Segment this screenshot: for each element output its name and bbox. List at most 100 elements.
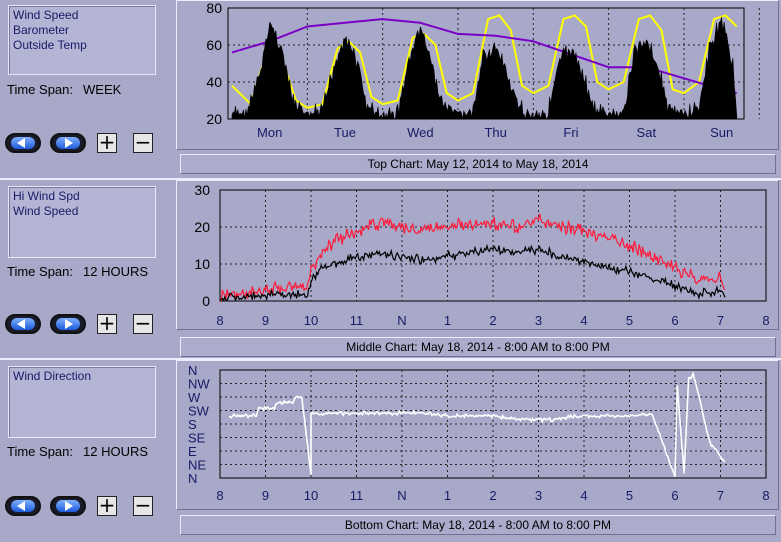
top-chart-frame [176, 0, 779, 150]
y-tick-label: 80 [206, 0, 222, 16]
x-tick-label: 7 [717, 313, 724, 328]
x-tick-label: 7 [717, 488, 724, 503]
top-legend: Wind Speed Barometer Outside Temp [8, 5, 156, 75]
top-next-button[interactable] [50, 133, 86, 153]
y-tick-label: SE [188, 431, 206, 446]
x-tick-label: 9 [262, 313, 269, 328]
bottom-time-span: Time Span: 12 HOURS [7, 444, 148, 459]
top-zoom-in-button[interactable]: + [97, 130, 117, 154]
arrow-right-icon [65, 138, 73, 148]
bottom-chart-frame [176, 360, 779, 510]
y-tick-label: S [188, 417, 197, 432]
x-tick-label: Sat [637, 125, 657, 140]
time-span-value: 12 HOURS [83, 444, 149, 459]
middle-legend: Hi Wind Spd Wind Speed [8, 186, 156, 258]
bottom-legend: Wind Direction [8, 366, 156, 438]
x-tick-label: 10 [304, 313, 318, 328]
series-line-wind-speed [231, 16, 738, 120]
divider [0, 358, 781, 360]
series-line-wind-speed [219, 243, 726, 302]
x-tick-label: 11 [350, 313, 364, 328]
arrow-left-icon [17, 501, 25, 511]
x-tick-label: N [397, 313, 406, 328]
x-tick-label: 1 [444, 313, 451, 328]
bottom-zoom-in-button[interactable]: + [97, 493, 117, 517]
x-tick-label: 9 [262, 488, 269, 503]
x-tick-label: 6 [671, 488, 678, 503]
arrow-right-icon [65, 501, 73, 511]
x-tick-label: Mon [257, 125, 282, 140]
top-panel: Wind Speed Barometer Outside Temp Time S… [0, 0, 781, 178]
x-tick-label: 11 [350, 488, 364, 503]
x-tick-label: N [397, 488, 406, 503]
top-zoom-out-button[interactable]: − [133, 130, 153, 154]
y-tick-label: 20 [206, 111, 222, 127]
middle-time-span: Time Span: 12 HOURS [7, 264, 148, 279]
legend-item-barometer: Barometer [13, 23, 70, 37]
arrow-left-icon [17, 319, 25, 329]
time-span-label: Time Span: [7, 82, 73, 97]
series-line-outside-temp [231, 14, 738, 109]
legend-item-hi-wind-spd: Hi Wind Spd [13, 189, 80, 203]
x-tick-label: 8 [216, 488, 223, 503]
top-chart: 20 40 60 80 Mon Tue Wed Thu Fri Sat Sun [206, 0, 760, 140]
x-tick-label: 2 [489, 488, 496, 503]
x-tick-label: Thu [484, 125, 506, 140]
bottom-prev-button[interactable] [5, 496, 41, 516]
arrow-right-icon [65, 319, 73, 329]
y-tick-label: W [188, 390, 201, 405]
x-tick-label: 6 [671, 313, 678, 328]
middle-prev-button[interactable] [5, 314, 41, 334]
middle-next-button[interactable] [50, 314, 86, 334]
x-tick-label: Fri [563, 125, 578, 140]
bottom-next-button[interactable] [50, 496, 86, 516]
top-time-span: Time Span: WEEK [7, 82, 121, 97]
y-tick-label: 60 [206, 37, 222, 53]
x-tick-label: 3 [535, 488, 542, 503]
time-span-label: Time Span: [7, 444, 73, 459]
series-line-hi-wind-spd [219, 213, 726, 303]
x-tick-label: 8 [762, 313, 769, 328]
time-span-value: 12 HOURS [83, 264, 149, 279]
x-tick-label: Sun [710, 125, 733, 140]
x-tick-label: 5 [626, 313, 633, 328]
middle-panel: Hi Wind Spd Wind Speed Time Span: 12 HOUR… [0, 180, 781, 358]
time-span-label: Time Span: [7, 264, 73, 279]
x-tick-label: 4 [580, 313, 587, 328]
bottom-zoom-out-button[interactable]: − [133, 493, 153, 517]
legend-item-outside-temp: Outside Temp [13, 38, 87, 52]
legend-item-wind-speed: Wind Speed [13, 8, 79, 22]
y-tick-label: NE [188, 458, 206, 473]
x-tick-label: 2 [489, 313, 496, 328]
y-tick-label: 0 [202, 293, 210, 309]
x-tick-label: Wed [407, 125, 434, 140]
x-tick-label: 3 [535, 313, 542, 328]
y-tick-label: 40 [206, 74, 222, 90]
bottom-panel: Wind Direction Time Span: 12 HOURS + − N N… [0, 360, 781, 542]
x-tick-label: 8 [216, 313, 223, 328]
legend-item-wind-speed: Wind Speed [13, 204, 79, 218]
y-tick-label: 10 [194, 256, 210, 272]
series-line-barometer [231, 18, 737, 95]
middle-chart-frame [176, 180, 779, 330]
series-line-wind-direction [228, 371, 726, 478]
divider [0, 178, 781, 180]
x-tick-label: 5 [626, 488, 633, 503]
time-span-value: WEEK [83, 82, 122, 97]
arrow-left-icon [17, 138, 25, 148]
top-prev-button[interactable] [5, 133, 41, 153]
middle-zoom-out-button[interactable]: − [133, 311, 153, 335]
middle-zoom-in-button[interactable]: + [97, 311, 117, 335]
middle-chart: 0 10 20 30 8 9 10 11 N 1 2 3 4 5 6 7 8 [194, 182, 769, 328]
y-tick-label: 30 [194, 182, 210, 198]
bottom-chart-caption: Bottom Chart: May 18, 2014 - 8:00 AM to … [180, 515, 776, 535]
x-tick-label: 8 [762, 488, 769, 503]
top-chart-caption: Top Chart: May 12, 2014 to May 18, 2014 [180, 154, 776, 174]
y-tick-label: E [188, 444, 197, 459]
x-tick-label: 1 [444, 488, 451, 503]
x-tick-label: Tue [334, 125, 356, 140]
x-tick-label: 4 [580, 488, 587, 503]
middle-chart-caption: Middle Chart: May 18, 2014 - 8:00 AM to … [180, 337, 776, 357]
x-tick-label: 10 [304, 488, 318, 503]
